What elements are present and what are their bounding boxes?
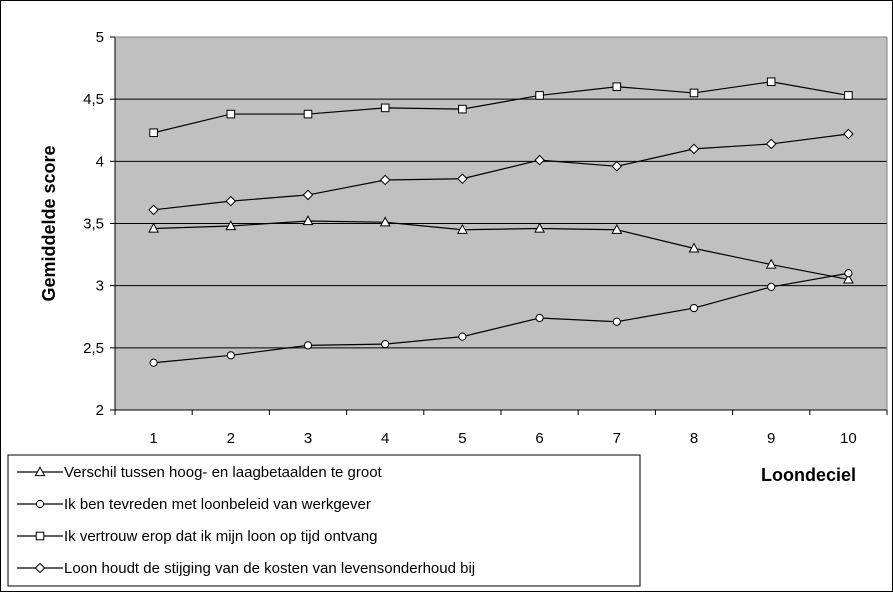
series-triangle [148,215,854,284]
data-point-square [689,88,699,98]
series-line [153,81,849,134]
series-line [153,133,849,211]
data-point-diamond [225,195,237,207]
data-point-circle [535,313,544,323]
data-point-square [844,91,853,100]
legend-box [7,454,641,587]
x-tick-label: 4 [381,430,389,447]
y-tick-label: 3 [96,278,104,295]
legend-marker-circle [35,499,45,509]
y-axis-title: Gemiddelde score [39,145,59,301]
data-point-triangle [611,223,623,234]
data-point-circle [612,317,621,326]
data-point-diamond [843,128,854,140]
series-circle [149,269,853,367]
y-tick-label: 4,5 [83,91,104,108]
x-tick-label: 6 [535,430,543,447]
data-point-triangle [842,273,854,284]
data-point-triangle [456,223,468,234]
data-point-circle [303,341,313,350]
x-tick-label: 3 [304,430,312,447]
x-tick-label: 10 [840,430,857,447]
y-tick-label: 3,5 [83,216,104,233]
series-line [153,272,849,364]
data-point-diamond [379,174,391,186]
legend-item: Loon houdt de stijging van de kosten van… [17,560,475,577]
data-point-triangle [379,216,391,227]
axes: 2 2,5 3 3,5 4 4,5 5 1 2 3 4 5 6 7 8 9 10 [83,29,888,447]
y-tick-label: 4 [96,153,104,170]
data-point-circle [149,358,158,367]
legend-item: Verschil tussen hoog- en laagbetaalden t… [17,464,383,481]
legend-label: Loon houdt de stijging van de kosten van… [64,560,475,577]
x-axis-title: Loondeciel [761,465,856,485]
data-point-square [535,91,544,100]
data-point-diamond [302,189,314,201]
x-tick-label: 2 [227,430,235,447]
data-point-circle [689,303,699,313]
legend-item: Ik ben tevreden met loonbeleid van werkg… [17,496,371,513]
legend-label: Ik vertrouw erop dat ik mijn loon op tij… [64,528,378,545]
x-tick-label: 5 [458,430,466,447]
data-point-square [226,109,236,119]
data-point-triangle [765,258,777,269]
data-point-diamond [765,138,777,150]
data-point-diamond [611,160,623,172]
series-diamond [148,128,854,216]
legend-marker-triangle [34,466,46,477]
x-tick-label: 9 [767,430,775,447]
series-line [153,220,849,281]
data-point-square [458,104,467,114]
data-point-triangle [225,220,237,231]
data-point-triangle [148,222,160,233]
x-tick-label: 1 [149,430,157,447]
data-point-diamond [534,154,545,166]
data-point-diamond [148,204,159,216]
y-tick-label: 2 [96,402,104,419]
data-point-square [149,128,158,138]
data-point-circle [226,351,235,360]
data-point-triangle [302,215,314,226]
legend-label: Ik ben tevreden met loonbeleid van werkg… [64,496,371,513]
data-point-square [612,82,622,92]
data-point-diamond [457,173,468,185]
data-point-square [766,77,776,87]
data-point-circle [844,269,853,278]
x-tick-label: 8 [690,430,698,447]
legend-marker-diamond [34,562,46,574]
legend-label: Verschil tussen hoog- en laagbetaalden t… [64,464,383,481]
series-square [149,77,853,138]
data-point-diamond [688,143,700,155]
legend-marker-square [35,531,45,541]
legend: Verschil tussen hoog- en laagbetaalden t… [7,454,641,587]
y-tick-label: 2,5 [83,340,104,357]
data-point-triangle [534,222,546,233]
data-point-circle [767,282,776,292]
legend-item: Ik vertrouw erop dat ik mijn loon op tij… [17,528,378,545]
data-point-square [303,109,313,119]
data-point-circle [458,332,467,341]
data-point-circle [381,340,390,349]
series-layer [148,77,854,367]
data-point-triangle [688,242,700,253]
y-tick-label: 5 [96,29,104,46]
data-point-square [380,103,390,113]
x-tick-label: 7 [613,430,621,447]
